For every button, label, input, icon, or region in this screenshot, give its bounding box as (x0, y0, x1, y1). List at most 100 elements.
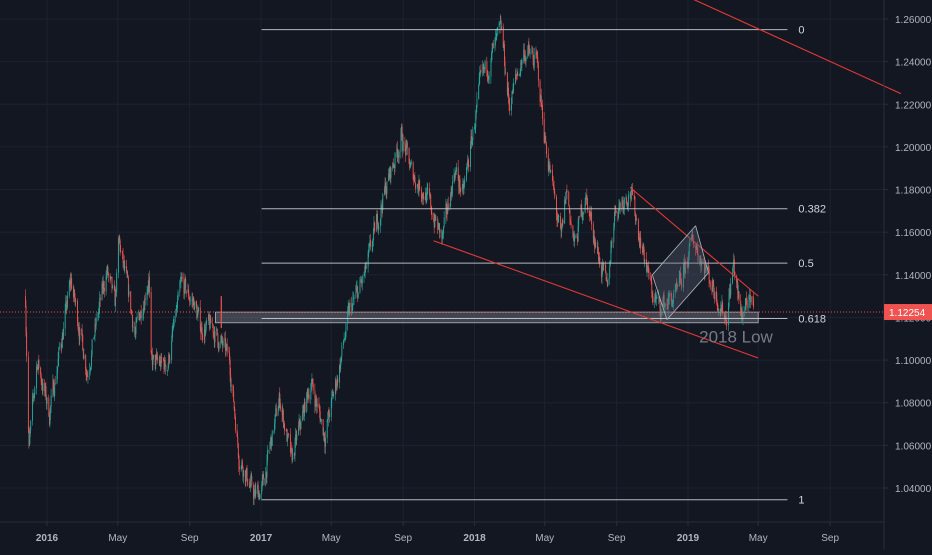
candle[interactable] (36, 361, 38, 395)
candle[interactable] (69, 277, 71, 288)
candle[interactable] (499, 14, 501, 24)
candle[interactable] (451, 186, 453, 201)
candle[interactable] (748, 294, 750, 313)
candle[interactable] (187, 283, 189, 294)
candle[interactable] (310, 383, 312, 405)
candle[interactable] (326, 419, 328, 444)
candle[interactable] (570, 215, 572, 229)
candle[interactable] (401, 124, 402, 138)
candle[interactable] (506, 71, 508, 96)
candle[interactable] (402, 133, 404, 158)
candle[interactable] (246, 465, 248, 482)
candle[interactable] (684, 267, 686, 279)
candle[interactable] (462, 177, 464, 189)
candle[interactable] (666, 298, 668, 310)
candle[interactable] (635, 211, 636, 225)
candle[interactable] (114, 284, 116, 307)
candle[interactable] (738, 291, 740, 304)
candle[interactable] (549, 158, 550, 171)
candle[interactable] (303, 397, 305, 421)
candle[interactable] (197, 304, 199, 322)
candle[interactable] (729, 283, 731, 299)
candle[interactable] (588, 206, 590, 217)
candle[interactable] (250, 474, 252, 493)
candle[interactable] (643, 243, 645, 256)
candle[interactable] (533, 55, 535, 70)
candle[interactable] (185, 276, 187, 294)
candle[interactable] (126, 259, 128, 274)
candle[interactable] (106, 266, 108, 281)
candle[interactable] (349, 302, 350, 317)
candle[interactable] (492, 43, 494, 53)
candle[interactable] (484, 59, 486, 73)
candle[interactable] (664, 302, 666, 314)
candle[interactable] (713, 288, 715, 304)
candle[interactable] (556, 194, 557, 221)
candle[interactable] (578, 215, 580, 219)
candle[interactable] (457, 160, 459, 182)
candle[interactable] (73, 286, 75, 298)
candle[interactable] (426, 182, 428, 201)
candle[interactable] (450, 185, 452, 197)
candle[interactable] (185, 290, 187, 298)
candle[interactable] (626, 202, 628, 209)
candle[interactable] (713, 280, 715, 299)
candle[interactable] (296, 430, 298, 445)
candle[interactable] (283, 422, 285, 429)
candle[interactable] (54, 379, 56, 402)
candle[interactable] (329, 409, 331, 423)
candle[interactable] (311, 373, 313, 385)
candle[interactable] (212, 317, 214, 328)
candle[interactable] (596, 240, 598, 255)
candle[interactable] (458, 174, 460, 195)
candle[interactable] (712, 279, 714, 287)
candle[interactable] (148, 272, 150, 294)
candle[interactable] (209, 314, 211, 330)
candle[interactable] (550, 169, 552, 174)
candle[interactable] (557, 214, 559, 223)
candle[interactable] (290, 447, 292, 453)
candle[interactable] (98, 308, 100, 321)
candle[interactable] (488, 71, 490, 84)
candle[interactable] (409, 160, 411, 169)
candle[interactable] (700, 255, 702, 274)
candle[interactable] (546, 141, 548, 158)
candle[interactable] (184, 280, 185, 300)
candle[interactable] (30, 419, 32, 434)
candle[interactable] (549, 161, 551, 174)
candle[interactable] (242, 465, 244, 482)
candle[interactable] (229, 347, 231, 365)
candle[interactable] (319, 404, 321, 419)
candle[interactable] (327, 411, 329, 423)
candle[interactable] (148, 270, 150, 298)
candles[interactable] (25, 14, 755, 506)
candle[interactable] (136, 317, 138, 324)
candle[interactable] (258, 490, 260, 501)
candle[interactable] (688, 243, 690, 261)
candle[interactable] (38, 354, 40, 375)
candle[interactable] (132, 314, 133, 332)
candle[interactable] (225, 330, 226, 358)
candle[interactable] (155, 354, 157, 372)
candle[interactable] (418, 180, 419, 196)
candle[interactable] (388, 168, 390, 181)
candle[interactable] (642, 245, 643, 256)
candle[interactable] (585, 194, 587, 200)
candle[interactable] (99, 291, 101, 314)
candle[interactable] (705, 266, 707, 273)
candle[interactable] (277, 406, 279, 417)
candle[interactable] (539, 78, 541, 107)
candle[interactable] (119, 234, 121, 245)
candle[interactable] (574, 230, 576, 248)
candle[interactable] (372, 227, 374, 247)
candle[interactable] (406, 139, 408, 150)
candle[interactable] (617, 210, 619, 222)
candle[interactable] (40, 366, 42, 379)
candle[interactable] (412, 160, 414, 181)
candle[interactable] (262, 471, 264, 487)
candle[interactable] (614, 204, 616, 222)
candle[interactable] (50, 388, 52, 413)
candle[interactable] (483, 64, 485, 77)
candle[interactable] (643, 246, 645, 264)
candle[interactable] (585, 192, 587, 206)
